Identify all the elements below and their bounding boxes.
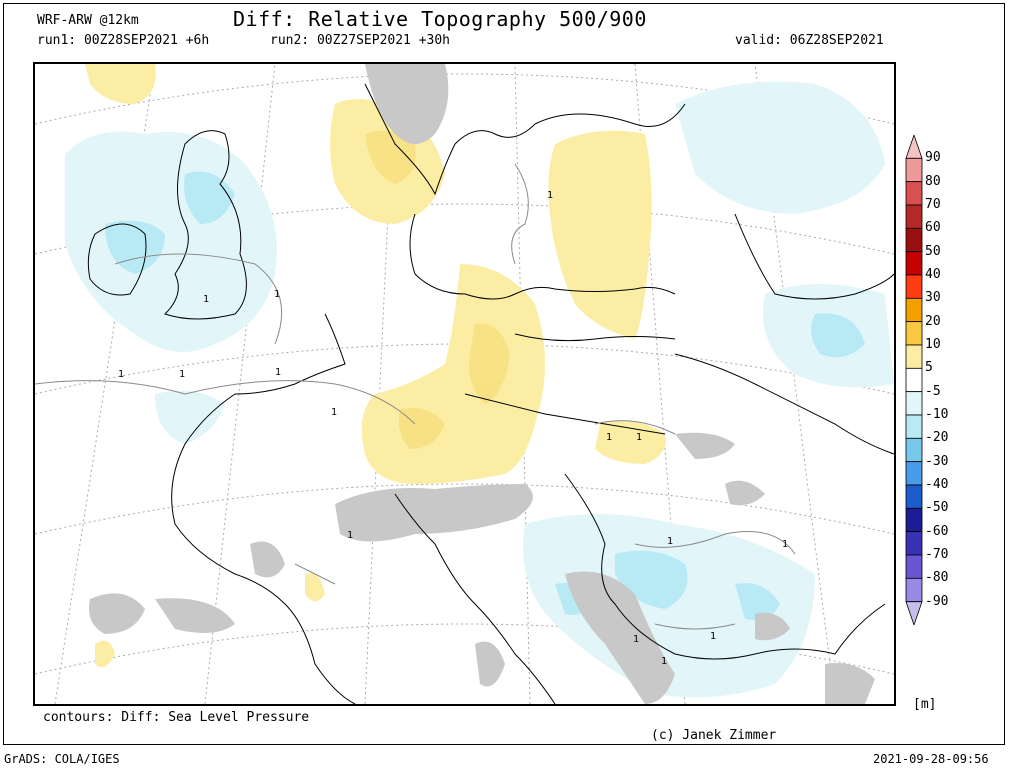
contour-label: 1 (118, 369, 124, 380)
coastlines-borders (87, 83, 894, 704)
legend-swatch (905, 507, 923, 533)
legend-swatch (905, 157, 923, 183)
legend-swatch (905, 297, 923, 323)
legend-tick-label: 10 (925, 337, 941, 352)
color-legend (905, 135, 923, 625)
legend-swatch (905, 204, 923, 229)
legend-swatch (905, 484, 923, 509)
legend-swatch (905, 367, 923, 393)
contour-label: 1 (606, 432, 612, 443)
valid-time-label: valid: 06Z28SEP2021 (735, 33, 884, 48)
chart-title: Diff: Relative Topography 500/900 (233, 7, 647, 31)
contour-label: 1 (275, 367, 281, 378)
legend-tick-label: 5 (925, 360, 933, 376)
legend-swatch (905, 577, 923, 603)
contour-label: 1 (331, 407, 337, 418)
legend-swatch (905, 461, 923, 486)
pressure-contours (35, 163, 796, 630)
legend-tick-label: -20 (925, 430, 949, 446)
positive-diff-core-areas (365, 130, 510, 449)
legend-swatch (905, 251, 923, 276)
legend-tick-label: 60 (925, 220, 941, 236)
contour-label: 1 (661, 656, 667, 667)
software-credit: GrADS: COLA/IGES (4, 752, 120, 766)
legend-tick-label: 30 (925, 290, 941, 306)
legend-tick-label: 50 (925, 243, 941, 259)
legend-tick-label: 70 (925, 197, 941, 212)
legend-swatch (905, 531, 923, 556)
legend-tick-label: 20 (925, 313, 941, 329)
contour-label: 1 (782, 539, 788, 550)
contour-label-layer: 1 1 1 1 1 1 1 1 1 1 1 1 1 1 1 (118, 190, 788, 667)
legend-tick-label: -10 (925, 407, 949, 422)
copyright-label: (c) Janek Zimmer (651, 728, 777, 743)
legend-tick-label: -90 (925, 593, 949, 609)
run1-label: run1: 00Z28SEP2021 +6h (37, 33, 210, 48)
map-canvas: 1 1 1 1 1 1 1 1 1 1 1 1 1 1 1 (35, 64, 894, 704)
contour-label: 1 (274, 289, 280, 300)
contour-label: 1 (347, 530, 353, 541)
plot-frame (3, 3, 1005, 745)
contour-label: 1 (636, 432, 642, 443)
contour-label: 1 (203, 294, 209, 305)
contours-caption: contours: Diff: Sea Level Pressure (43, 710, 310, 725)
legend-tick-label: 90 (925, 150, 941, 166)
contour-label: 1 (710, 631, 716, 642)
legend-swatch (905, 274, 923, 299)
legend-tick-label: 40 (925, 267, 941, 282)
legend-swatch (905, 321, 923, 346)
legend-tick-label: -5 (925, 383, 941, 399)
legend-tick-label: -30 (925, 453, 949, 469)
legend-tick-label: 80 (925, 173, 941, 189)
legend-swatch (905, 554, 923, 579)
legend-swatch (905, 181, 923, 206)
legend-swatch (905, 601, 923, 625)
legend-tick-label: -80 (925, 570, 949, 586)
contour-label: 1 (633, 634, 639, 645)
legend-swatch (905, 391, 923, 416)
legend-tick-label: -40 (925, 477, 949, 492)
terrain-mask (89, 64, 875, 704)
run2-label: run2: 00Z27SEP2021 +30h (270, 33, 451, 48)
legend-tick-label: -50 (925, 500, 949, 516)
legend-swatch (905, 414, 923, 439)
legend-tick-label: -70 (925, 547, 949, 562)
timestamp-label: 2021-09-28-09:56 (873, 752, 989, 766)
contour-label: 1 (667, 536, 673, 547)
legend-swatch (905, 227, 923, 253)
contour-label: 1 (547, 190, 553, 201)
model-label: WRF-ARW @12km (37, 13, 139, 28)
contour-label: 1 (179, 369, 185, 380)
unit-label: [m] (913, 697, 937, 712)
legend-swatch (905, 437, 923, 463)
legend-swatch (905, 135, 923, 159)
legend-swatch (905, 344, 923, 369)
weather-map: 1 1 1 1 1 1 1 1 1 1 1 1 1 1 1 (33, 62, 896, 706)
legend-tick-label: -60 (925, 523, 949, 539)
